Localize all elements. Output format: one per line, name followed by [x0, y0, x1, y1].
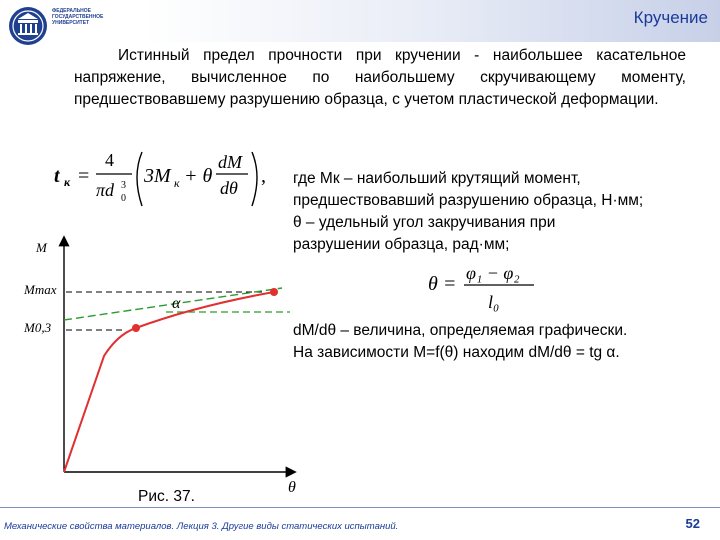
- page-number: 52: [685, 516, 700, 531]
- formula-lhs-sub: к: [64, 175, 71, 189]
- formula-term1: 3M: [143, 165, 172, 187]
- tangent-line: [63, 287, 283, 321]
- formula-coef-den-sub: 0: [121, 193, 126, 204]
- figure-caption: Рис. 37.: [138, 488, 195, 505]
- dm-block: dM/dθ – величина, определяемая графическ…: [293, 320, 713, 364]
- torque-angle-chart: M Mmax M0,3 α θ: [23, 235, 297, 496]
- mmax-label: Mmax: [23, 282, 57, 297]
- where-line-4: разрушении образца, рад·мм;: [293, 236, 510, 253]
- angle-label: α: [172, 295, 181, 312]
- formula-lhs: t: [54, 165, 61, 187]
- formula-coef-num: 4: [105, 150, 114, 170]
- dm-line-2: На зависимости M=f(θ) находим dM/dθ = tg…: [293, 344, 620, 361]
- footer-divider: [0, 507, 720, 508]
- m03-label: M0,3: [23, 320, 52, 335]
- formula-plus-theta: + θ: [184, 165, 212, 187]
- slide-title: Кручение: [633, 8, 708, 27]
- formula-trailing: ,: [261, 165, 266, 187]
- main-formula: t к = 4 πd 3 0 3M к + θ dM dθ ,: [54, 150, 266, 207]
- university-logo: ФЕДЕРАЛЬНОЕ ГОСУДАРСТВЕННОЕ УНИВЕРСИТЕТ: [6, 2, 110, 52]
- where-line-1: где Mк – наибольший крутящий момент,: [293, 170, 581, 187]
- y-axis-label: M: [35, 240, 48, 255]
- footer-text: Механические свойства материалов. Лекция…: [4, 521, 399, 532]
- header-bar: [0, 0, 720, 42]
- where-line-2: предшествовавший разрушению образца, Н·м…: [293, 192, 644, 209]
- formula-deriv-num: dM: [218, 152, 243, 172]
- svg-text:=: =: [78, 165, 89, 187]
- theta-num: φ₁ − φ₂: [466, 263, 520, 283]
- theta-lhs: θ =: [428, 273, 456, 295]
- formula-deriv-den: dθ: [220, 178, 238, 198]
- m03-point: [132, 324, 140, 332]
- formula-coef-den: πd: [96, 180, 115, 200]
- where-block: где Mк – наибольший крутящий момент, пре…: [293, 168, 713, 256]
- torque-curve: [63, 291, 275, 473]
- formula-coef-den-sup: 3: [121, 180, 126, 191]
- x-axis-label: θ: [288, 479, 296, 496]
- theta-formula: θ = φ₁ − φ₂ l₀: [428, 263, 534, 312]
- definition-paragraph: Истинный предел прочности при кручении -…: [74, 47, 686, 108]
- logo-text: ФЕДЕРАЛЬНОЕ ГОСУДАРСТВЕННОЕ УНИВЕРСИТЕТ: [52, 8, 104, 26]
- where-line-3: θ – удельный угол закручивания при: [293, 214, 556, 231]
- mmax-point: [270, 288, 278, 296]
- formula-term1-sub: к: [174, 176, 180, 190]
- theta-den: l₀: [488, 292, 499, 312]
- dm-line-1: dM/dθ – величина, определяемая графическ…: [293, 322, 628, 339]
